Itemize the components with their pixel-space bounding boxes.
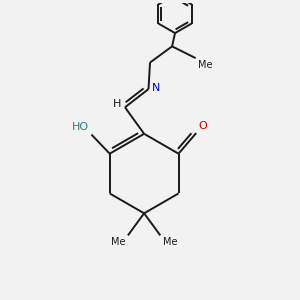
Text: O: O <box>199 121 207 131</box>
Text: Me: Me <box>163 237 177 247</box>
Text: N: N <box>152 82 160 93</box>
Text: Me: Me <box>198 60 212 70</box>
Text: HO: HO <box>72 122 89 132</box>
Text: H: H <box>113 99 122 110</box>
Text: Me: Me <box>111 237 126 247</box>
